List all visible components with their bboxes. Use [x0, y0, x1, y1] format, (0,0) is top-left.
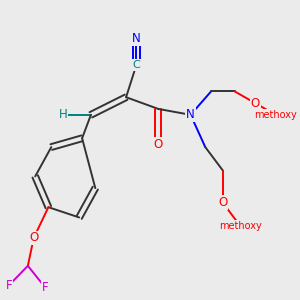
Text: methoxy: methoxy [219, 221, 262, 231]
Text: methoxy: methoxy [254, 110, 297, 120]
Text: C: C [133, 60, 140, 70]
Text: N: N [186, 108, 195, 121]
Text: O: O [250, 97, 260, 110]
Text: O: O [218, 196, 227, 209]
Text: O: O [154, 138, 163, 151]
Text: F: F [5, 279, 12, 292]
Text: H: H [59, 108, 68, 121]
Text: F: F [42, 281, 49, 294]
Text: O: O [29, 232, 38, 244]
Text: N: N [132, 32, 141, 45]
